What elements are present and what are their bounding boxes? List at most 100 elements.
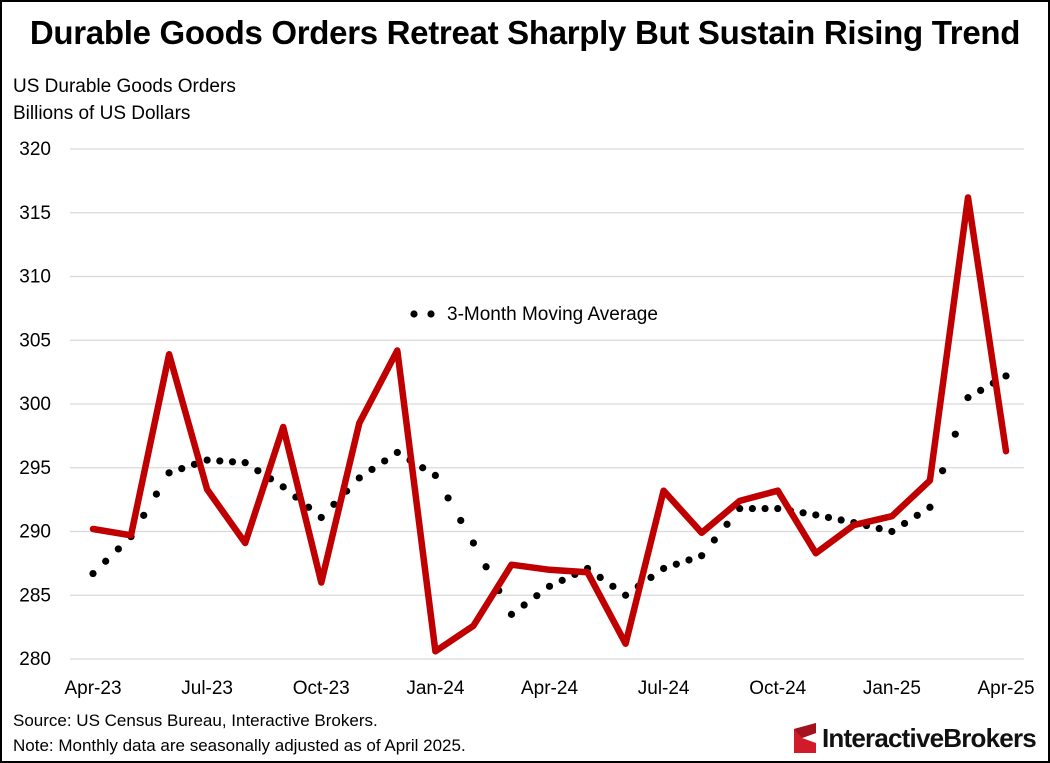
durable-goods-point [815, 552, 817, 554]
durable-goods-point [777, 490, 779, 492]
legend-dot [410, 310, 418, 318]
moving-average-dot [672, 560, 680, 568]
moving-average-point [355, 474, 363, 482]
durable-goods-point [168, 353, 170, 355]
moving-average-point [279, 483, 287, 491]
durable-goods-point [625, 643, 627, 645]
y-axis-ticks: 280 285 290 295 300 305 310 315 320 [19, 139, 51, 670]
moving-average-point [165, 469, 173, 477]
moving-average-dot [419, 464, 427, 472]
moving-average-dot [748, 504, 756, 513]
moving-average-point [926, 503, 934, 511]
line-chart: 280 285 290 295 300 305 310 315 320 Apr-23 Jul-23… [19, 139, 1034, 699]
x-tick-label: Jul-23 [181, 678, 233, 699]
x-tick-label: Jan-24 [406, 678, 465, 699]
moving-average-point [660, 564, 668, 573]
x-tick-label: Oct-24 [749, 678, 806, 699]
moving-average-dot [723, 520, 731, 528]
x-tick-label: Jul-24 [638, 678, 690, 699]
moving-average-dot [533, 592, 541, 600]
moving-average-dot [444, 494, 452, 502]
durable-goods-point [244, 542, 246, 544]
moving-average-point [698, 552, 706, 560]
moving-average-point [507, 610, 516, 618]
legend-dot [427, 310, 435, 318]
moving-average-dot [520, 601, 528, 609]
moving-average-dot [178, 465, 186, 473]
y-tick-label: 320 [19, 139, 51, 160]
logo-text: InteractiveBrokers [822, 722, 1037, 753]
interactive-brokers-logo: InteractiveBrokers [792, 720, 1044, 756]
moving-average-dot [900, 519, 909, 528]
moving-average-dot [482, 563, 490, 571]
moving-average-dot [368, 465, 376, 474]
durable-goods-point [472, 625, 474, 627]
durable-goods-point [320, 582, 322, 583]
moving-average-point [888, 527, 896, 536]
moving-average-dot [685, 556, 693, 564]
moving-average-dot [647, 573, 655, 582]
y-tick-label: 305 [19, 330, 51, 351]
moving-average-point [964, 394, 972, 402]
legend-label-moving-average: 3-Month Moving Average [447, 304, 658, 325]
moving-average-dot [913, 511, 921, 519]
durable-goods-point [1005, 450, 1007, 452]
gridlines [70, 148, 1024, 660]
moving-average-point [812, 511, 820, 519]
moving-average-dot [254, 467, 262, 475]
x-tick-label: Apr-23 [64, 678, 121, 699]
moving-average-dot [228, 458, 237, 466]
durable-goods-point [853, 524, 855, 526]
moving-average-dot [596, 573, 604, 582]
durable-goods-point [206, 488, 208, 490]
durable-goods-point [663, 490, 665, 492]
moving-average-point [736, 504, 744, 513]
moving-average-point [545, 582, 554, 590]
durable-goods-point [587, 571, 589, 573]
durable-goods-point [434, 650, 436, 652]
y-tick-label: 295 [19, 458, 51, 479]
moving-average-point [621, 591, 630, 599]
y-tick-label: 280 [19, 649, 51, 670]
ib-logo-icon [794, 723, 816, 753]
moving-average-point [393, 448, 401, 457]
moving-average-point [89, 569, 97, 578]
x-tick-label: Oct-23 [293, 678, 350, 699]
moving-average-dot [381, 457, 389, 465]
chart-title: Durable Goods Orders Retreat Sharply But… [29, 14, 1021, 51]
moving-average-dot [114, 545, 122, 553]
durable-goods-point [396, 349, 398, 351]
data-note: Note: Monthly data are seasonally adjust… [13, 736, 466, 755]
moving-average-point [317, 513, 325, 522]
moving-average-dot [558, 576, 566, 584]
moving-average-dot [152, 490, 161, 498]
moving-average-dot [837, 516, 845, 524]
moving-average-point [203, 456, 211, 464]
durable-goods-point [739, 500, 741, 502]
y-tick-label: 290 [19, 522, 51, 543]
moving-average-dot [951, 430, 959, 438]
durable-goods-point [92, 528, 94, 530]
y-tick-label: 300 [19, 394, 51, 415]
moving-average-series [89, 372, 1010, 618]
x-tick-label: Apr-24 [521, 678, 578, 699]
durable-goods-point [549, 569, 550, 571]
moving-average-point [469, 539, 478, 547]
moving-average-dot [710, 536, 718, 544]
moving-average-dot [457, 516, 465, 525]
moving-average-dot [977, 386, 985, 394]
moving-average-dot [216, 457, 224, 465]
moving-average-point [1002, 372, 1010, 380]
x-tick-label: Jan-25 [863, 678, 921, 699]
chart-subtitle-series: US Durable Goods Orders [13, 76, 236, 97]
source-note: Source: US Census Bureau, Interactive Br… [13, 711, 378, 730]
x-axis-ticks: Apr-23 Jul-23 Oct-23 Jan-24 Apr-24 Jul-24 Oct-… [64, 678, 1034, 699]
durable-goods-point [358, 422, 360, 424]
durable-goods-point [967, 196, 969, 198]
y-tick-label: 315 [19, 203, 51, 224]
durable-goods-series [89, 194, 1010, 655]
x-tick-label: Apr-25 [977, 678, 1034, 699]
moving-average-point [431, 471, 439, 479]
moving-average-point [241, 459, 249, 467]
